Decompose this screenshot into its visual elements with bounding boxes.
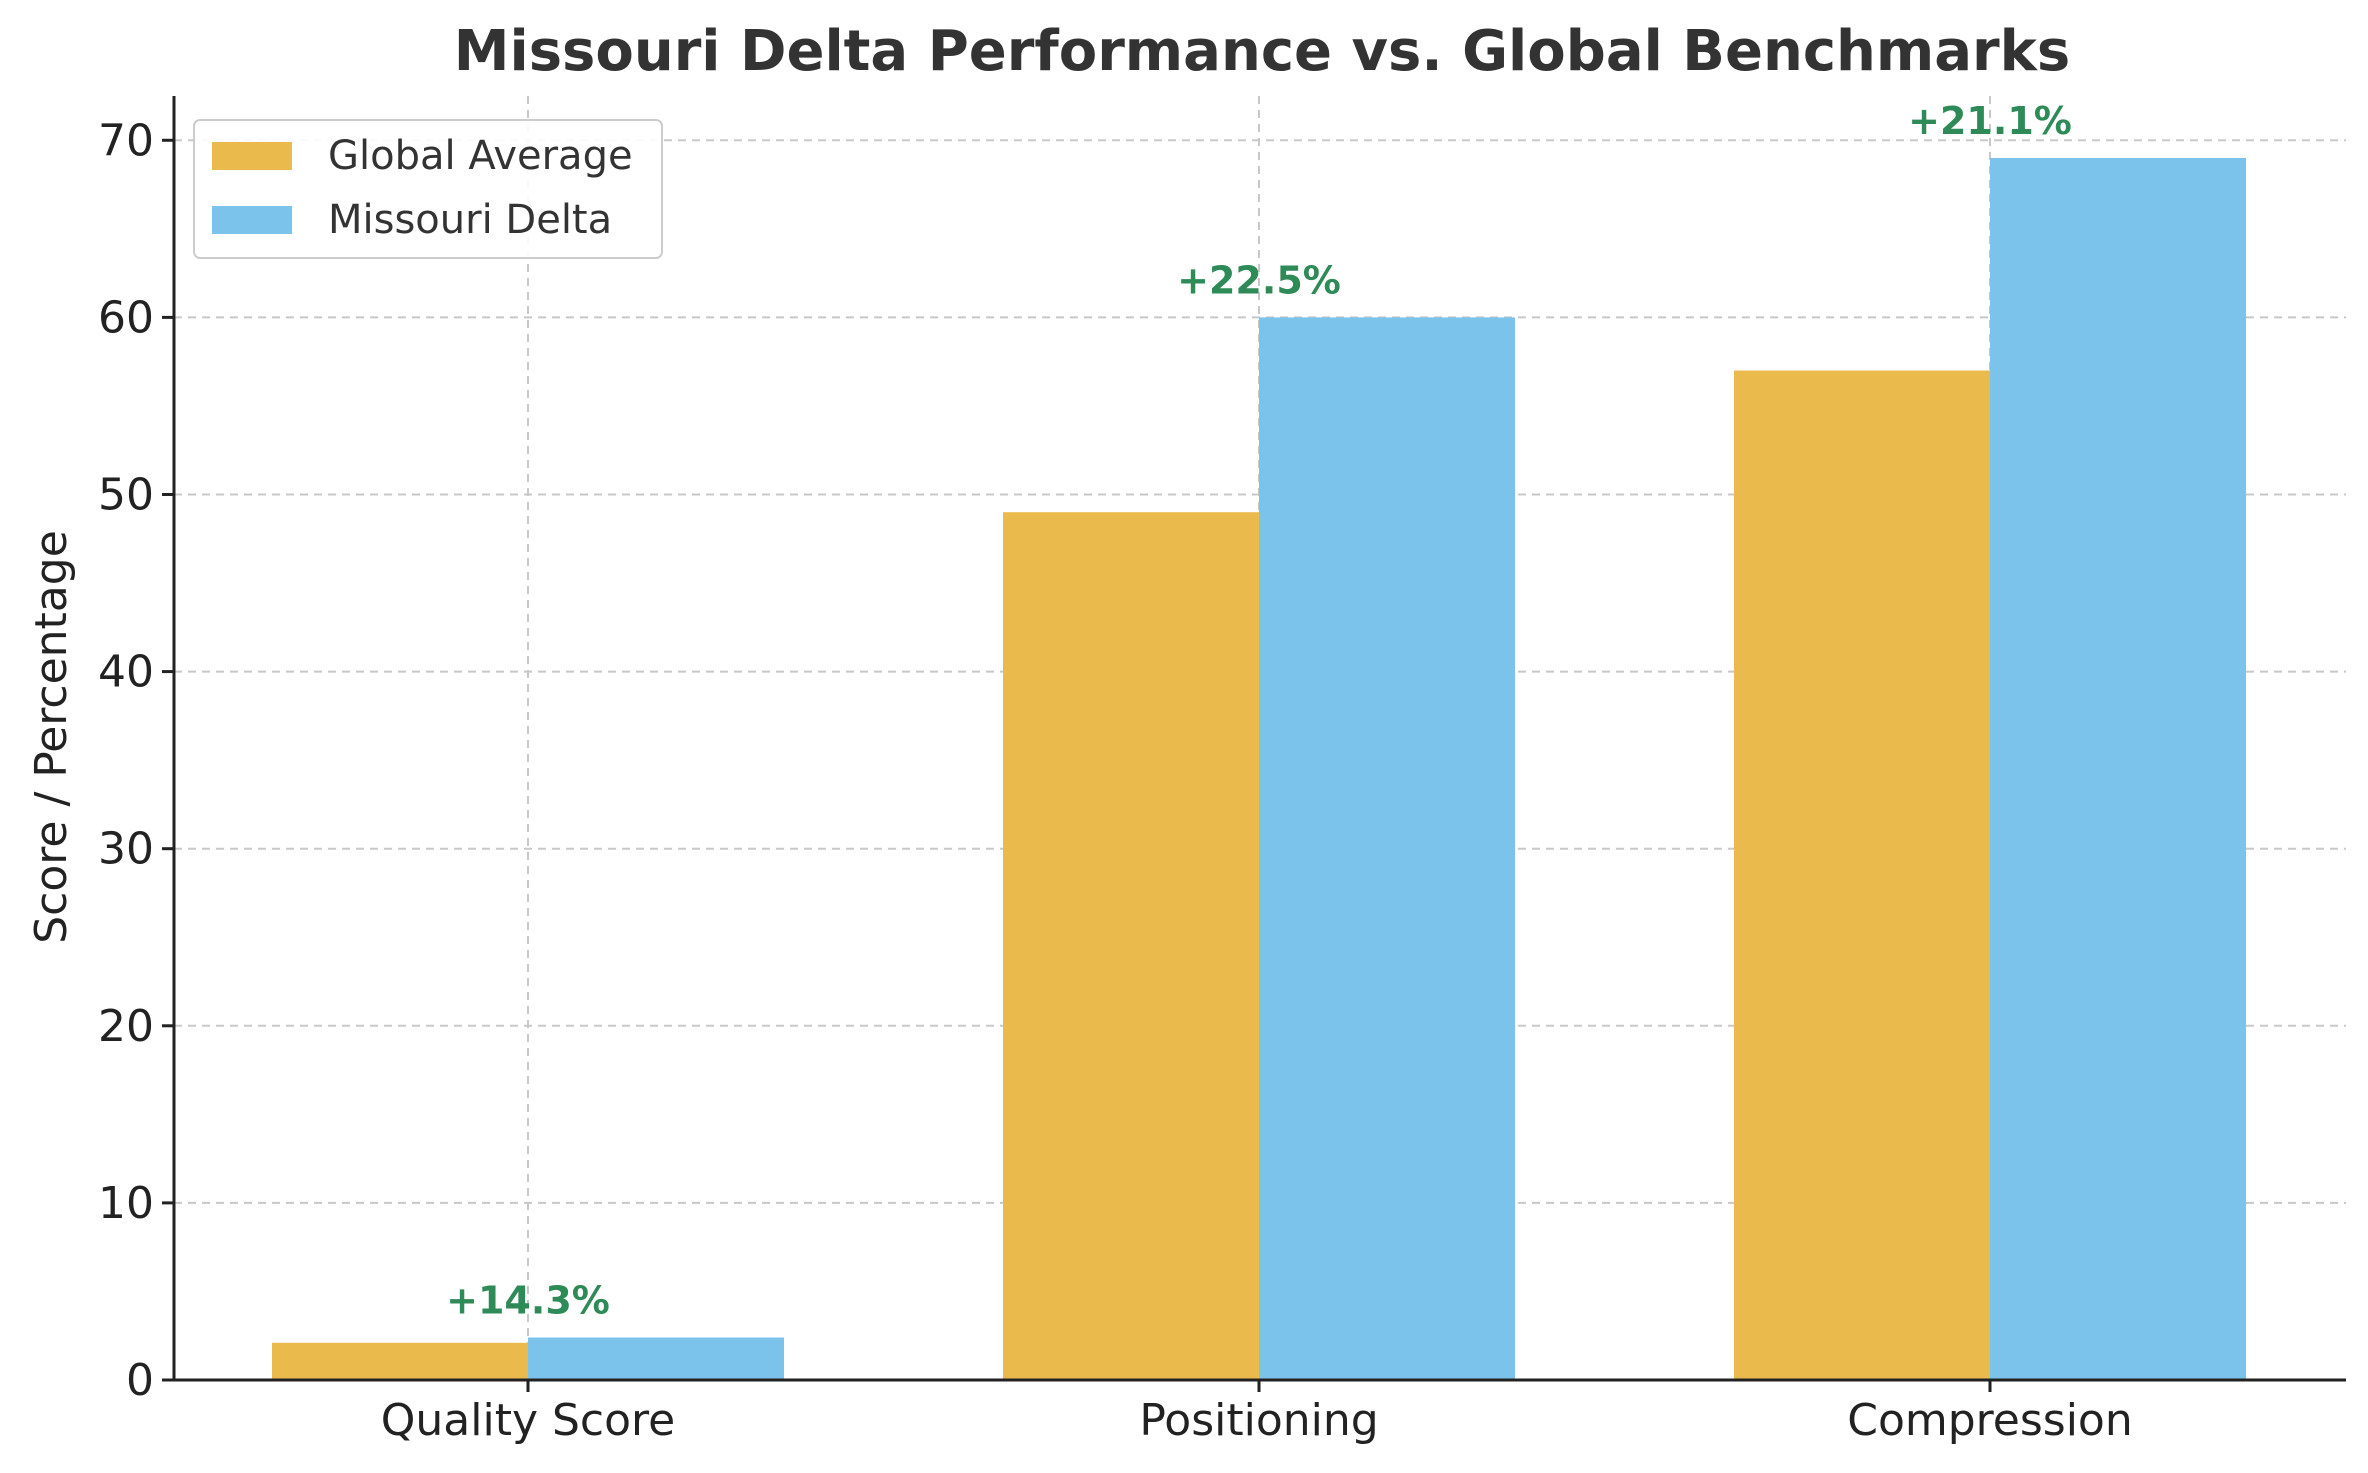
y-tick-label: 30: [98, 824, 154, 875]
x-tick-label: Positioning: [1139, 1395, 1378, 1446]
y-axis-label: Score / Percentage: [26, 530, 77, 944]
ticks-layer: 0 10 20 30 40 50 60 70 Quality Score Positioning C…: [98, 115, 2133, 1446]
legend: Global Average Missouri Delta: [193, 119, 663, 259]
bar-global-average-positioning: [1003, 512, 1259, 1380]
legend-swatch: [212, 206, 292, 234]
bar-missouri-delta-positioning: [1259, 317, 1515, 1381]
x-tick-label: Compression: [1847, 1395, 2133, 1446]
bar-global-average-quality-score: [272, 1342, 528, 1380]
annotation-layer: +14.3% +22.5% +21.1%: [446, 99, 2072, 1323]
legend-swatch: [212, 142, 292, 170]
bars-layer: [272, 157, 2246, 1381]
y-tick-label: 0: [126, 1355, 154, 1406]
x-tick-label: Quality Score: [381, 1395, 675, 1446]
chart-title: Missouri Delta Performance vs. Global Be…: [454, 19, 2070, 84]
y-tick-label: 20: [98, 1001, 154, 1052]
bar-annotation: +22.5%: [1177, 258, 1341, 302]
y-tick-label: 40: [98, 647, 154, 698]
y-tick-label: 50: [98, 469, 154, 520]
bar-annotation: +21.1%: [1908, 99, 2072, 143]
y-tick-label: 60: [98, 292, 154, 343]
bar-annotation: +14.3%: [446, 1278, 610, 1322]
legend-box: [193, 119, 663, 259]
bar-missouri-delta-quality-score: [528, 1337, 784, 1380]
y-tick-label: 70: [98, 115, 154, 166]
bar-missouri-delta-compression: [1990, 157, 2246, 1380]
bar-global-average-compression: [1734, 370, 1990, 1380]
y-tick-label: 10: [98, 1178, 154, 1229]
legend-label: Global Average: [328, 133, 633, 179]
legend-label: Missouri Delta: [328, 197, 612, 243]
